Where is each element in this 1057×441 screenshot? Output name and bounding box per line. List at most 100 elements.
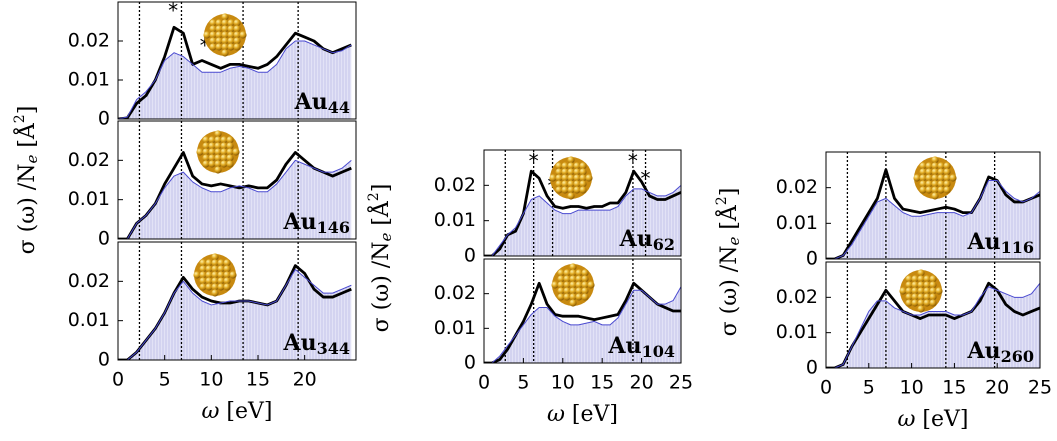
y-label-sup: 2 (714, 196, 730, 205)
cluster-size: 146 (317, 218, 350, 237)
x-tick-label: 0 (820, 377, 832, 399)
atom (214, 166, 221, 173)
x-tick-label: 10 (199, 369, 223, 391)
atom (226, 160, 233, 167)
y-tick-label: 0.01 (434, 317, 476, 339)
x-label-unit: [eV] (219, 399, 272, 424)
element: Au (967, 229, 1001, 255)
x-label-unit: [eV] (565, 402, 618, 427)
y-tick-label: 0.01 (776, 321, 818, 343)
atom (229, 271, 236, 278)
x-tick-label: 25 (1028, 377, 1052, 399)
atom (587, 281, 594, 288)
element: Au (283, 209, 317, 235)
y-tick-label: 0.01 (434, 209, 476, 231)
y-label-unit: [Å (12, 122, 40, 155)
element: Au (608, 333, 642, 359)
x-tick-label: 0 (112, 369, 124, 391)
x-axis-label: ω [eV] (201, 399, 272, 424)
annotation: * (641, 167, 651, 191)
y-tick-label: 0.02 (434, 282, 476, 304)
y-tick-label: 0.01 (776, 212, 818, 234)
atom (943, 186, 950, 193)
y-axis-label: σ (ω) /Ne [Å2] (12, 106, 41, 255)
x-tick-label: 0 (478, 372, 490, 394)
y-label-sup: 2 (366, 192, 382, 201)
atom (581, 293, 588, 300)
y-tick-label: 0.02 (434, 174, 476, 196)
atom (223, 283, 230, 290)
y-axis-label: σ (ω) /Ne [Å2] (714, 188, 743, 337)
cluster-icon (913, 156, 956, 199)
y-label-sup: 2 (12, 114, 28, 123)
y-axis-label: σ (ω) /Ne [Å2] (366, 184, 395, 333)
y-label-main: σ (ω) /N (369, 242, 394, 333)
y-tick-label: 0 (98, 349, 110, 371)
cluster-size: 344 (317, 339, 350, 358)
x-tick-label: 25 (669, 372, 693, 394)
atom (579, 186, 586, 193)
atom (585, 174, 592, 181)
atom (233, 43, 240, 50)
atom (935, 287, 942, 294)
atom (931, 192, 938, 199)
x-label-symbol: ω (897, 407, 915, 432)
atom (949, 174, 956, 181)
atom (569, 299, 576, 306)
atom (917, 305, 924, 312)
x-tick-label: 5 (517, 372, 529, 394)
x-tick-label: 15 (246, 369, 270, 391)
y-label-end: ] (717, 188, 742, 197)
cluster-size: 44 (328, 98, 350, 117)
annotation: * (529, 149, 539, 173)
x-axis-label: ω [eV] (547, 402, 618, 427)
y-tick-label: 0 (806, 248, 818, 270)
x-tick-label: 15 (590, 372, 614, 394)
x-tick-label: 20 (293, 369, 317, 391)
y-label-end: ] (369, 184, 394, 193)
y-tick-label: 0.02 (68, 270, 110, 292)
cluster-icon (193, 253, 236, 296)
atom (929, 299, 936, 306)
x-tick-label: 20 (630, 372, 654, 394)
y-tick-label: 0.02 (68, 30, 110, 52)
y-label-end: ] (15, 106, 40, 115)
element: Au (619, 226, 653, 252)
element: Au (283, 330, 317, 356)
y-label-main: σ (ω) /N (717, 246, 742, 337)
cluster-icon (196, 130, 239, 173)
y-tick-label: 0.02 (776, 286, 818, 308)
atom (221, 49, 228, 56)
cluster-icon (203, 13, 246, 56)
cluster-icon (899, 269, 942, 312)
x-tick-label: 10 (900, 377, 924, 399)
y-tick-label: 0 (464, 352, 476, 374)
x-tick-label: 5 (863, 377, 875, 399)
x-tick-label: 5 (159, 369, 171, 391)
y-tick-label: 0.01 (68, 188, 110, 210)
x-label-symbol: ω (201, 399, 219, 424)
y-label-unit: [Å (366, 200, 394, 233)
cluster-size: 104 (642, 342, 675, 361)
atom (567, 192, 574, 199)
element: Au (967, 338, 1001, 364)
y-tick-label: 0 (98, 108, 110, 130)
y-label-sub: e (23, 155, 41, 164)
cluster-size: 260 (1001, 347, 1034, 366)
element: Au (294, 89, 328, 115)
y-tick-label: 0 (806, 357, 818, 379)
y-label-sub: e (377, 233, 395, 242)
cluster-icon (551, 263, 594, 306)
x-axis-label: ω [eV] (897, 407, 968, 432)
x-label-symbol: ω (547, 402, 565, 427)
y-label-sub: e (725, 237, 743, 246)
x-tick-label: 15 (942, 377, 966, 399)
annotation: * (628, 149, 638, 173)
page: {"chart_data":[ {"type":"line","label":{… (0, 0, 1057, 441)
annotation: * (168, 0, 178, 22)
figure: 00.010.02**Au4400.010.02Au14600.010.0205… (0, 0, 1057, 441)
x-tick-label: 20 (985, 377, 1009, 399)
y-tick-label: 0.01 (68, 309, 110, 331)
atom (211, 289, 218, 296)
y-tick-label: 0 (464, 245, 476, 267)
